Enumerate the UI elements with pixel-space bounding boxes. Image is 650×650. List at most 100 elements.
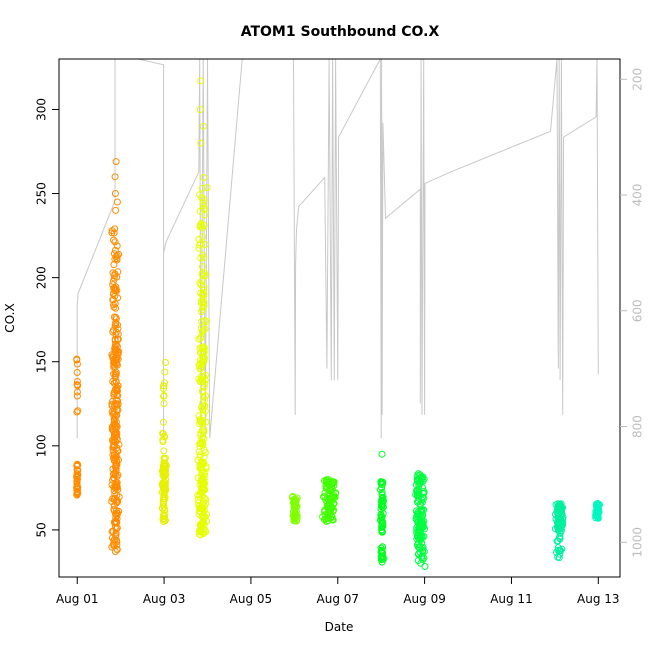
data-point: [110, 355, 118, 363]
data-point: [326, 507, 334, 515]
data-point: [115, 493, 123, 501]
data-point: [111, 246, 119, 254]
data-point: [595, 506, 603, 513]
data-point: [201, 396, 208, 404]
data-point: [199, 406, 207, 414]
data-point: [553, 548, 560, 556]
data-point: [159, 418, 167, 426]
data-point: [199, 467, 207, 474]
data-point: [293, 494, 301, 502]
data-point: [377, 505, 385, 513]
data-point: [321, 511, 329, 519]
data-point: [113, 341, 120, 349]
data-point: [413, 529, 421, 537]
data-point: [198, 184, 206, 192]
data-point: [418, 552, 426, 560]
data-point: [197, 334, 205, 342]
data-point: [113, 198, 121, 206]
data-point: [162, 359, 169, 366]
data-point: [73, 392, 81, 400]
data-point: [200, 486, 207, 493]
data-point: [111, 483, 119, 490]
data-point: [378, 527, 386, 535]
data-point: [111, 373, 119, 381]
data-point: [195, 235, 203, 243]
data-point: [159, 430, 167, 438]
data-point: [111, 190, 119, 197]
data-point: [73, 369, 81, 376]
data-point: [379, 510, 387, 517]
data-point: [200, 174, 208, 181]
data-point: [159, 472, 167, 480]
data-point: [377, 478, 385, 486]
data-point: [199, 500, 206, 508]
data-point: [111, 363, 119, 371]
data-point: [110, 436, 118, 444]
data-point: [416, 520, 424, 528]
y-axis: 50 100 150 200 250 300: [35, 98, 59, 538]
secondary-line-layer: [76, 58, 599, 439]
data-point: [198, 270, 206, 278]
data-point: [421, 563, 429, 570]
y2-axis: 200 400 600 800 1000: [620, 68, 645, 558]
y2-tick-label: 200: [631, 68, 645, 91]
x-tick-label: Aug 03: [143, 592, 186, 606]
data-point: [412, 491, 420, 499]
data-point: [198, 505, 206, 513]
data-point: [196, 106, 204, 113]
data-point: [200, 254, 208, 262]
data-point: [160, 385, 167, 393]
data-point: [110, 407, 118, 415]
data-point: [330, 500, 338, 508]
data-point: [109, 476, 117, 484]
data-point: [200, 428, 208, 436]
data-point: [113, 273, 121, 281]
data-point: [73, 388, 81, 396]
data-point: [197, 254, 205, 262]
data-point: [291, 513, 299, 521]
point-cluster: [592, 500, 603, 522]
data-point: [196, 440, 204, 448]
x-axis: Aug 01 Aug 03 Aug 05 Aug 07 Aug 09 Aug 11 Aug …: [56, 577, 620, 606]
data-point: [196, 279, 204, 287]
data-point: [416, 480, 424, 488]
data-point: [159, 467, 166, 475]
data-point: [198, 513, 206, 520]
data-point: [113, 423, 121, 431]
data-point: [199, 122, 207, 130]
data-point: [324, 509, 332, 517]
data-point: [160, 503, 168, 511]
data-point: [415, 485, 423, 493]
data-point: [113, 355, 121, 363]
data-point: [200, 425, 208, 433]
data-point: [195, 375, 203, 383]
data-point: [110, 250, 118, 258]
data-point: [416, 471, 424, 479]
data-point: [160, 392, 167, 400]
y2-tick-label: 400: [631, 184, 645, 207]
y-tick-label: 250: [35, 182, 49, 205]
data-point: [111, 322, 119, 330]
data-point: [594, 512, 602, 520]
data-point: [114, 400, 122, 408]
data-point: [114, 330, 122, 338]
data-point: [113, 385, 121, 393]
data-point: [162, 516, 169, 524]
data-point: [110, 539, 118, 547]
data-point: [201, 380, 209, 388]
data-point: [158, 480, 166, 488]
data-point: [160, 467, 168, 475]
data-point: [378, 516, 386, 524]
data-point: [196, 360, 204, 368]
data-point: [113, 444, 121, 452]
data-point: [418, 544, 426, 552]
x-tick-label: Aug 01: [56, 592, 99, 606]
chart-title: ATOM1 Southbound CO.X: [241, 24, 440, 40]
data-point: [322, 496, 330, 504]
data-point: [556, 535, 564, 543]
data-point: [196, 365, 204, 373]
data-point: [556, 547, 564, 555]
data-point: [197, 289, 205, 297]
data-point: [109, 269, 117, 277]
